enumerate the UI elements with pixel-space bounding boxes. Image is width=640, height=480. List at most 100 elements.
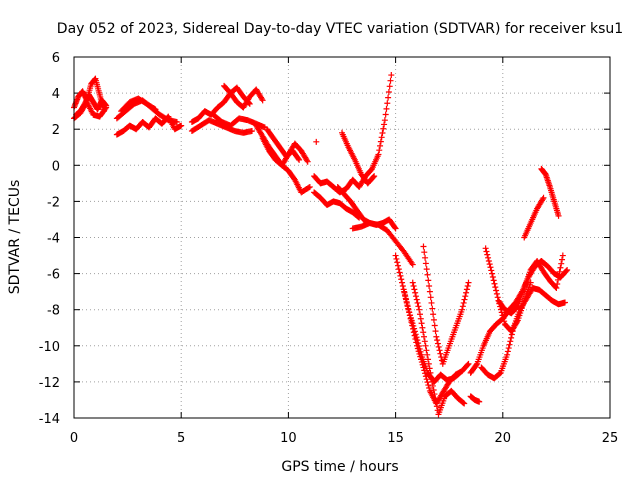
data-point — [460, 399, 467, 406]
data-point — [306, 183, 313, 190]
data-point — [378, 134, 385, 141]
data-point — [423, 347, 430, 354]
data-point — [431, 322, 438, 329]
y-tick-label: 6 — [52, 51, 60, 66]
data-point — [505, 345, 512, 352]
data-point — [173, 118, 180, 125]
series-arc-9 — [221, 82, 266, 111]
y-tick-label: -8 — [47, 304, 60, 319]
data-point — [393, 255, 400, 262]
data-point — [493, 287, 500, 294]
data-point — [417, 353, 424, 360]
data-point — [418, 320, 425, 327]
data-point — [420, 329, 427, 336]
data-point — [436, 347, 443, 354]
data-point — [428, 374, 435, 381]
data-point — [564, 266, 571, 273]
data-point — [381, 121, 388, 128]
series-arc-21 — [409, 279, 468, 418]
x-tick-label: 0 — [70, 431, 78, 446]
data-point — [102, 105, 109, 112]
data-points — [71, 72, 571, 418]
data-point — [427, 369, 434, 376]
data-point — [527, 279, 534, 286]
y-tick-label: 4 — [52, 87, 60, 102]
y-tick-label: -10 — [39, 340, 60, 355]
data-point — [431, 391, 438, 398]
data-point — [410, 325, 417, 332]
data-point — [406, 312, 413, 319]
data-point — [459, 306, 466, 313]
data-point — [381, 117, 388, 124]
data-point — [429, 382, 436, 389]
data-point — [427, 294, 434, 301]
data-point — [424, 351, 431, 358]
y-tick-label: -4 — [47, 232, 60, 247]
data-point — [395, 266, 402, 273]
series-arc-13 — [263, 126, 303, 163]
data-point — [465, 360, 472, 367]
data-point — [561, 299, 568, 306]
data-point — [416, 350, 423, 357]
data-point — [420, 364, 427, 371]
data-point — [540, 194, 547, 201]
data-point — [507, 338, 514, 345]
data-point — [421, 338, 428, 345]
data-point — [554, 280, 561, 287]
y-tick-label: 2 — [52, 123, 60, 138]
series-arc-3 — [71, 99, 110, 122]
data-point — [409, 322, 416, 329]
data-point — [103, 104, 110, 111]
data-point — [383, 105, 390, 112]
data-point — [504, 348, 511, 355]
data-point — [416, 311, 423, 318]
data-point — [426, 283, 433, 290]
data-point — [413, 296, 420, 303]
data-point — [422, 373, 429, 380]
data-point — [514, 303, 521, 310]
data-point — [485, 257, 492, 264]
data-point — [411, 332, 418, 339]
data-point — [506, 341, 513, 348]
data-point — [410, 329, 417, 336]
series-arc-29 — [467, 393, 483, 405]
data-point — [417, 315, 424, 322]
data-point — [464, 361, 471, 368]
data-point — [425, 277, 432, 284]
data-point — [376, 147, 383, 154]
data-point — [489, 273, 496, 280]
data-point — [412, 336, 419, 343]
data-point — [386, 83, 393, 90]
data-point — [429, 378, 436, 385]
data-point — [421, 249, 428, 256]
data-point — [399, 279, 406, 286]
data-point — [487, 264, 494, 271]
data-point — [405, 305, 412, 312]
data-point — [384, 100, 391, 107]
data-point — [425, 360, 432, 367]
data-point — [494, 294, 501, 301]
data-point — [423, 266, 430, 273]
data-point — [559, 252, 566, 259]
data-point — [414, 299, 421, 306]
data-point — [396, 269, 403, 276]
data-point — [489, 270, 496, 277]
data-point — [423, 376, 430, 383]
data-point — [419, 324, 426, 331]
data-point — [553, 285, 560, 292]
y-axis-title: SDTVAR / TECUs — [7, 180, 23, 295]
data-point — [484, 251, 491, 258]
data-point — [483, 248, 490, 255]
data-point — [259, 97, 266, 104]
data-point — [433, 333, 440, 340]
data-point — [435, 343, 442, 350]
chart-title: Day 052 of 2023, Sidereal Day-to-day VTE… — [57, 21, 623, 37]
x-tick-label: 25 — [602, 431, 619, 446]
data-point — [430, 316, 437, 323]
data-point — [258, 95, 265, 102]
series-arc-14 — [311, 72, 395, 196]
data-point — [555, 272, 562, 279]
data-point — [392, 252, 399, 259]
y-tick-labels: -14 -12 -10 -8 -6 -4 -2 0 2 4 6 — [39, 51, 60, 427]
data-point — [403, 298, 410, 305]
